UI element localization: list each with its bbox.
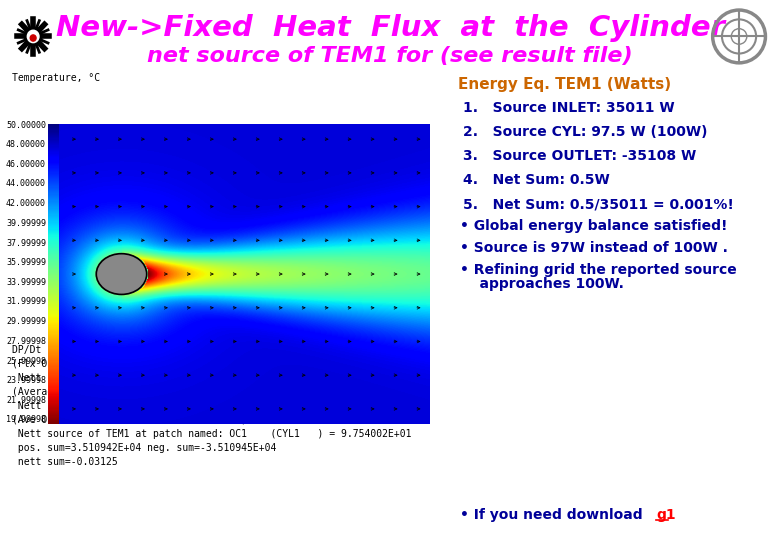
Text: Temperature, °C: Temperature, °C [12, 73, 100, 83]
Text: pos. sum=3.510942E+04 neg. sum=-3.510945E+04: pos. sum=3.510942E+04 neg. sum=-3.510945… [12, 443, 276, 453]
Text: 2.   Source CYL: 97.5 W (100W): 2. Source CYL: 97.5 W (100W) [463, 125, 707, 139]
Text: 39.99999: 39.99999 [6, 219, 46, 228]
Text: net source of TEM1 for (see result file): net source of TEM1 for (see result file) [147, 46, 633, 66]
Text: 27.99998: 27.99998 [6, 337, 46, 346]
Text: 46.00000: 46.00000 [6, 160, 46, 169]
Text: 42.00000: 42.00000 [6, 199, 46, 208]
Text: • Global energy balance satisfied!: • Global energy balance satisfied! [460, 219, 728, 233]
Text: Nett source of TEM1 at patch named: OB3    (OUTLET ) =-3.510945E+04: Nett source of TEM1 at patch named: OB3 … [12, 401, 412, 411]
Text: 44.00000: 44.00000 [6, 179, 46, 188]
Text: DP/Dt contribution to    TEM1 nett source           = 0.000000E+00: DP/Dt contribution to TEM1 nett source =… [12, 345, 399, 355]
Text: 48.00000: 48.00000 [6, 140, 46, 149]
Text: 1.   Source INLET: 35011 W: 1. Source INLET: 35011 W [463, 101, 675, 115]
Text: (Flx Out  0.000000E+00 In  0.000000E+00): (Flx Out 0.000000E+00 In 0.000000E+00) [12, 359, 247, 369]
Text: 19.99998: 19.99998 [6, 415, 46, 424]
Text: 25.99998: 25.99998 [6, 356, 46, 366]
Text: New->Fixed  Heat  Flux  at  the  Cylinder: New->Fixed Heat Flux at the Cylinder [55, 14, 725, 42]
Text: 3.   Source OUTLET: -35108 W: 3. Source OUTLET: -35108 W [463, 149, 697, 163]
Text: (Ave Out  2.081653E+01 In  0.000000E+00): (Ave Out 2.081653E+01 In 0.000000E+00) [12, 415, 247, 425]
Text: 50.00000: 50.00000 [6, 120, 46, 130]
Text: 35.99999: 35.99999 [6, 258, 46, 267]
Circle shape [96, 254, 147, 294]
Text: 23.99998: 23.99998 [6, 376, 46, 385]
Text: 21.99998: 21.99998 [6, 396, 46, 405]
Text: Nett source of TEM1 at patch named: OC1    (CYL1   ) = 9.754002E+01: Nett source of TEM1 at patch named: OC1 … [12, 429, 412, 439]
Text: (Average  1.999997E+01): (Average 1.999997E+01) [12, 387, 147, 397]
Text: • Refining grid the reported source: • Refining grid the reported source [460, 263, 737, 277]
Text: 4.   Net Sum: 0.5W: 4. Net Sum: 0.5W [463, 173, 610, 187]
Text: approaches 100W.: approaches 100W. [460, 277, 624, 291]
Text: • If you need download: • If you need download [460, 508, 647, 522]
Text: 33.99999: 33.99999 [6, 278, 46, 287]
Text: 29.99999: 29.99999 [6, 317, 46, 326]
Text: nett sum=-0.03125: nett sum=-0.03125 [12, 457, 118, 467]
Circle shape [27, 30, 39, 43]
Text: Nett source of TEM1 at patch named: OB2    (INLET  ) = 3.501188E+04: Nett source of TEM1 at patch named: OB2 … [12, 373, 412, 383]
Text: 37.99999: 37.99999 [6, 239, 46, 247]
Text: • Source is 97W instead of 100W .: • Source is 97W instead of 100W . [460, 241, 728, 255]
Circle shape [24, 27, 42, 46]
Text: g1: g1 [656, 508, 675, 522]
Text: 5.   Net Sum: 0.5/35011 = 0.001%!: 5. Net Sum: 0.5/35011 = 0.001%! [463, 197, 734, 211]
Circle shape [30, 35, 36, 41]
Text: 31.99999: 31.99999 [6, 298, 46, 307]
Text: Energy Eq. TEM1 (Watts): Energy Eq. TEM1 (Watts) [458, 77, 671, 91]
